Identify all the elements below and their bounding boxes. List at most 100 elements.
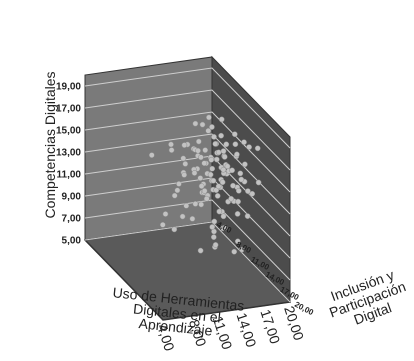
data-point xyxy=(171,192,178,199)
y-axis-title: Inclusión yParticipaciónDigital xyxy=(322,264,413,335)
data-point xyxy=(210,177,217,184)
gridline-z-1 xyxy=(84,199,291,281)
data-point xyxy=(159,221,166,228)
data-point xyxy=(218,132,224,139)
data-point xyxy=(198,183,205,189)
data-point xyxy=(209,165,216,172)
data-point xyxy=(214,193,221,199)
data-point xyxy=(162,211,169,217)
data-point xyxy=(216,208,223,215)
data-point xyxy=(192,201,199,207)
floor-edge xyxy=(84,239,291,321)
data-point xyxy=(234,238,241,245)
data-point xyxy=(206,114,212,121)
data-point xyxy=(207,171,214,178)
data-point xyxy=(220,148,227,154)
data-point xyxy=(179,213,186,220)
data-point xyxy=(201,160,208,167)
z-tick-label: 17,00 xyxy=(56,104,81,115)
data-point xyxy=(198,154,204,161)
data-point xyxy=(168,147,175,153)
data-point xyxy=(237,170,244,177)
data-point xyxy=(195,147,201,154)
data-point xyxy=(234,151,240,158)
data-point xyxy=(241,139,247,146)
z-tick-label: 7,00 xyxy=(62,214,82,225)
data-point xyxy=(181,142,188,148)
data-point xyxy=(189,215,196,222)
gridline-z-5 xyxy=(84,111,291,193)
data-point xyxy=(219,179,226,186)
data-point xyxy=(202,147,209,153)
z-tick-label: 15,00 xyxy=(56,126,81,137)
data-point xyxy=(168,141,174,148)
x-tick-label: 17,00 xyxy=(257,307,283,345)
data-point xyxy=(213,156,220,163)
data-point xyxy=(229,167,235,174)
z-tick-label: 9,00 xyxy=(62,192,82,203)
data-point xyxy=(205,127,212,134)
z-tick-label: 5,00 xyxy=(62,236,82,247)
data-point xyxy=(195,138,202,145)
data-point xyxy=(171,226,178,233)
data-point xyxy=(221,154,228,160)
data-point xyxy=(183,202,190,209)
data-point xyxy=(254,145,261,152)
data-point xyxy=(238,176,245,183)
data-point xyxy=(231,248,238,255)
data-point xyxy=(197,247,204,254)
data-point xyxy=(203,195,210,202)
data-point xyxy=(249,190,256,197)
data-point xyxy=(197,175,204,181)
data-point xyxy=(235,198,241,205)
data-point xyxy=(222,224,228,231)
data-point xyxy=(220,166,227,173)
x-tick-label: 14,00 xyxy=(234,311,260,349)
data-point xyxy=(180,155,187,162)
data-point xyxy=(174,187,181,194)
data-point xyxy=(181,172,188,178)
data-point xyxy=(255,179,262,186)
data-point xyxy=(210,234,217,240)
data-point xyxy=(208,156,215,163)
data-point xyxy=(238,246,245,253)
z-tick-label: 13,00 xyxy=(56,148,81,159)
z-tick-label: 11,00 xyxy=(57,170,82,181)
data-point xyxy=(215,183,222,190)
data-point xyxy=(212,242,219,248)
data-point xyxy=(220,213,227,220)
data-point xyxy=(231,131,238,138)
data-point xyxy=(235,187,242,194)
data-point xyxy=(245,188,251,194)
data-point xyxy=(212,141,219,147)
z-tick-label: 19,00 xyxy=(56,82,81,93)
data-point xyxy=(215,149,222,156)
data-point xyxy=(148,152,155,158)
gridline-z-4 xyxy=(84,133,291,215)
data-point xyxy=(199,121,206,128)
data-point xyxy=(234,211,241,217)
data-point xyxy=(198,201,205,208)
data-point xyxy=(176,181,182,187)
data-point xyxy=(191,170,198,176)
data-point xyxy=(192,120,199,127)
data-point xyxy=(209,124,215,130)
data-point xyxy=(218,116,225,123)
z-axis-title: Competencias Digitales xyxy=(42,71,58,218)
data-point xyxy=(223,141,230,148)
data-point xyxy=(228,195,235,202)
data-point xyxy=(230,182,236,189)
x-axis-title-line: Aprendizaje xyxy=(138,315,213,339)
data-point xyxy=(232,141,239,148)
data-point xyxy=(211,134,217,140)
data-point xyxy=(242,161,248,168)
data-point xyxy=(211,218,218,225)
gridline-z-6 xyxy=(84,89,291,171)
data-point xyxy=(201,188,208,194)
data-point xyxy=(209,224,216,230)
gridline-z-7 xyxy=(84,67,291,149)
data-point xyxy=(246,144,252,150)
data-point xyxy=(244,213,251,219)
